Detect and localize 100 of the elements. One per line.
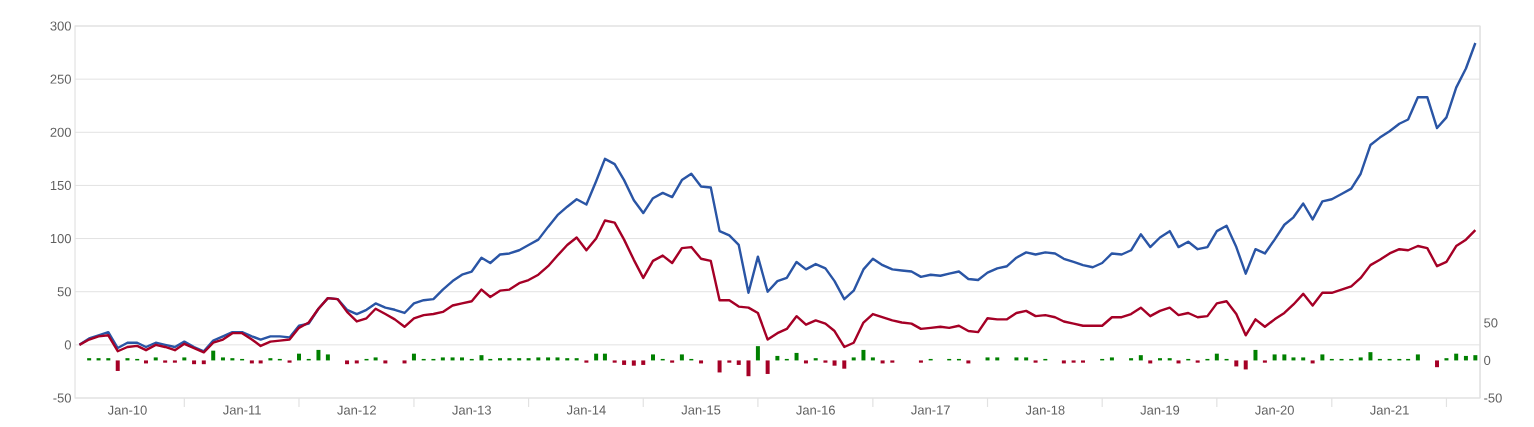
bar	[823, 360, 828, 363]
y-tick-label: 0	[64, 340, 71, 350]
bar	[727, 360, 732, 363]
bar	[153, 357, 158, 361]
bar	[546, 357, 551, 361]
bar	[918, 360, 923, 363]
bar	[450, 357, 455, 361]
y-tick-label: 250	[50, 74, 71, 84]
x-tick-label: Jan-10	[107, 405, 147, 415]
bar	[679, 354, 684, 361]
y-tick-label: 200	[50, 127, 71, 137]
bar	[555, 357, 560, 361]
bar	[995, 357, 1000, 361]
bar	[402, 360, 407, 364]
y2-tick-label: 0	[1484, 355, 1491, 366]
bar	[622, 360, 627, 365]
bar	[373, 357, 378, 361]
bar	[861, 349, 866, 361]
bar	[746, 360, 751, 377]
bar	[641, 360, 646, 365]
x-tick-label: Jan-20	[1255, 405, 1294, 415]
bar	[536, 357, 541, 361]
bar	[1014, 357, 1019, 361]
bar	[1138, 355, 1143, 361]
bar	[1473, 355, 1478, 361]
bar	[249, 360, 254, 364]
bar	[440, 357, 445, 361]
bar	[163, 360, 168, 363]
y-tick-label: 150	[50, 180, 71, 191]
x-tick-label: Jan-18	[1025, 405, 1065, 415]
bar	[220, 357, 225, 361]
bar	[182, 357, 187, 361]
bar	[1358, 357, 1363, 361]
bar	[1176, 360, 1181, 364]
bar	[803, 360, 808, 364]
bar	[1310, 360, 1315, 364]
bar	[890, 360, 895, 363]
bar	[584, 360, 589, 363]
bar	[1262, 360, 1267, 363]
bar	[650, 354, 655, 361]
y-tick-label: 50	[57, 287, 71, 297]
bar	[765, 360, 770, 374]
bar	[755, 346, 760, 361]
bar	[851, 357, 856, 361]
y-tick-label: 100	[50, 233, 71, 244]
bar	[479, 355, 484, 361]
bar	[325, 354, 330, 361]
bar	[1415, 354, 1420, 361]
x-tick-label: Jan-14	[566, 405, 606, 415]
bar	[966, 360, 971, 364]
bar	[1033, 360, 1038, 363]
bar	[631, 360, 636, 366]
bar	[316, 349, 321, 361]
bar	[1071, 360, 1076, 363]
bar	[670, 360, 675, 363]
bar	[1272, 354, 1277, 361]
bar	[172, 360, 177, 363]
x-tick-label: Jan-16	[796, 405, 835, 415]
bar	[383, 360, 388, 364]
bar	[832, 360, 837, 366]
x-tick-label: Jan-21	[1370, 405, 1409, 415]
x-tick-label: Jan-11	[223, 405, 261, 415]
bar	[115, 360, 120, 371]
x-tick-label: Jan-13	[452, 405, 491, 415]
bar	[1234, 360, 1239, 367]
y2-tick-label: 50	[1484, 318, 1498, 328]
bar	[460, 357, 465, 361]
bar	[736, 360, 741, 365]
bar	[1061, 360, 1066, 364]
bar	[258, 360, 263, 364]
bar	[1435, 360, 1440, 368]
bar	[1081, 360, 1086, 363]
bar	[1195, 360, 1200, 363]
bar	[1301, 357, 1306, 361]
bar	[1282, 354, 1287, 361]
bar	[717, 360, 722, 373]
bar	[842, 360, 847, 369]
x-tick-label: Jan-19	[1140, 405, 1180, 415]
bar	[794, 352, 799, 361]
bar	[1253, 349, 1258, 361]
bar	[870, 357, 875, 361]
bar	[1243, 360, 1248, 370]
bar	[1024, 357, 1029, 361]
bar	[1320, 354, 1325, 361]
bar	[1368, 352, 1373, 361]
bar	[985, 357, 990, 361]
y-tick-label: 300	[50, 21, 71, 31]
bar	[880, 360, 885, 364]
x-tick-label: Jan-15	[681, 405, 721, 415]
bar	[612, 360, 617, 363]
bar	[354, 360, 359, 364]
bar	[1148, 360, 1153, 364]
bar	[345, 360, 350, 365]
bar	[699, 360, 704, 364]
bar	[287, 360, 292, 363]
y-tick-label: -50	[53, 393, 71, 403]
y2-tick-label: -50	[1484, 393, 1502, 403]
x-tick-label: Jan-12	[337, 405, 376, 415]
bar	[201, 360, 206, 365]
bar	[192, 360, 197, 365]
